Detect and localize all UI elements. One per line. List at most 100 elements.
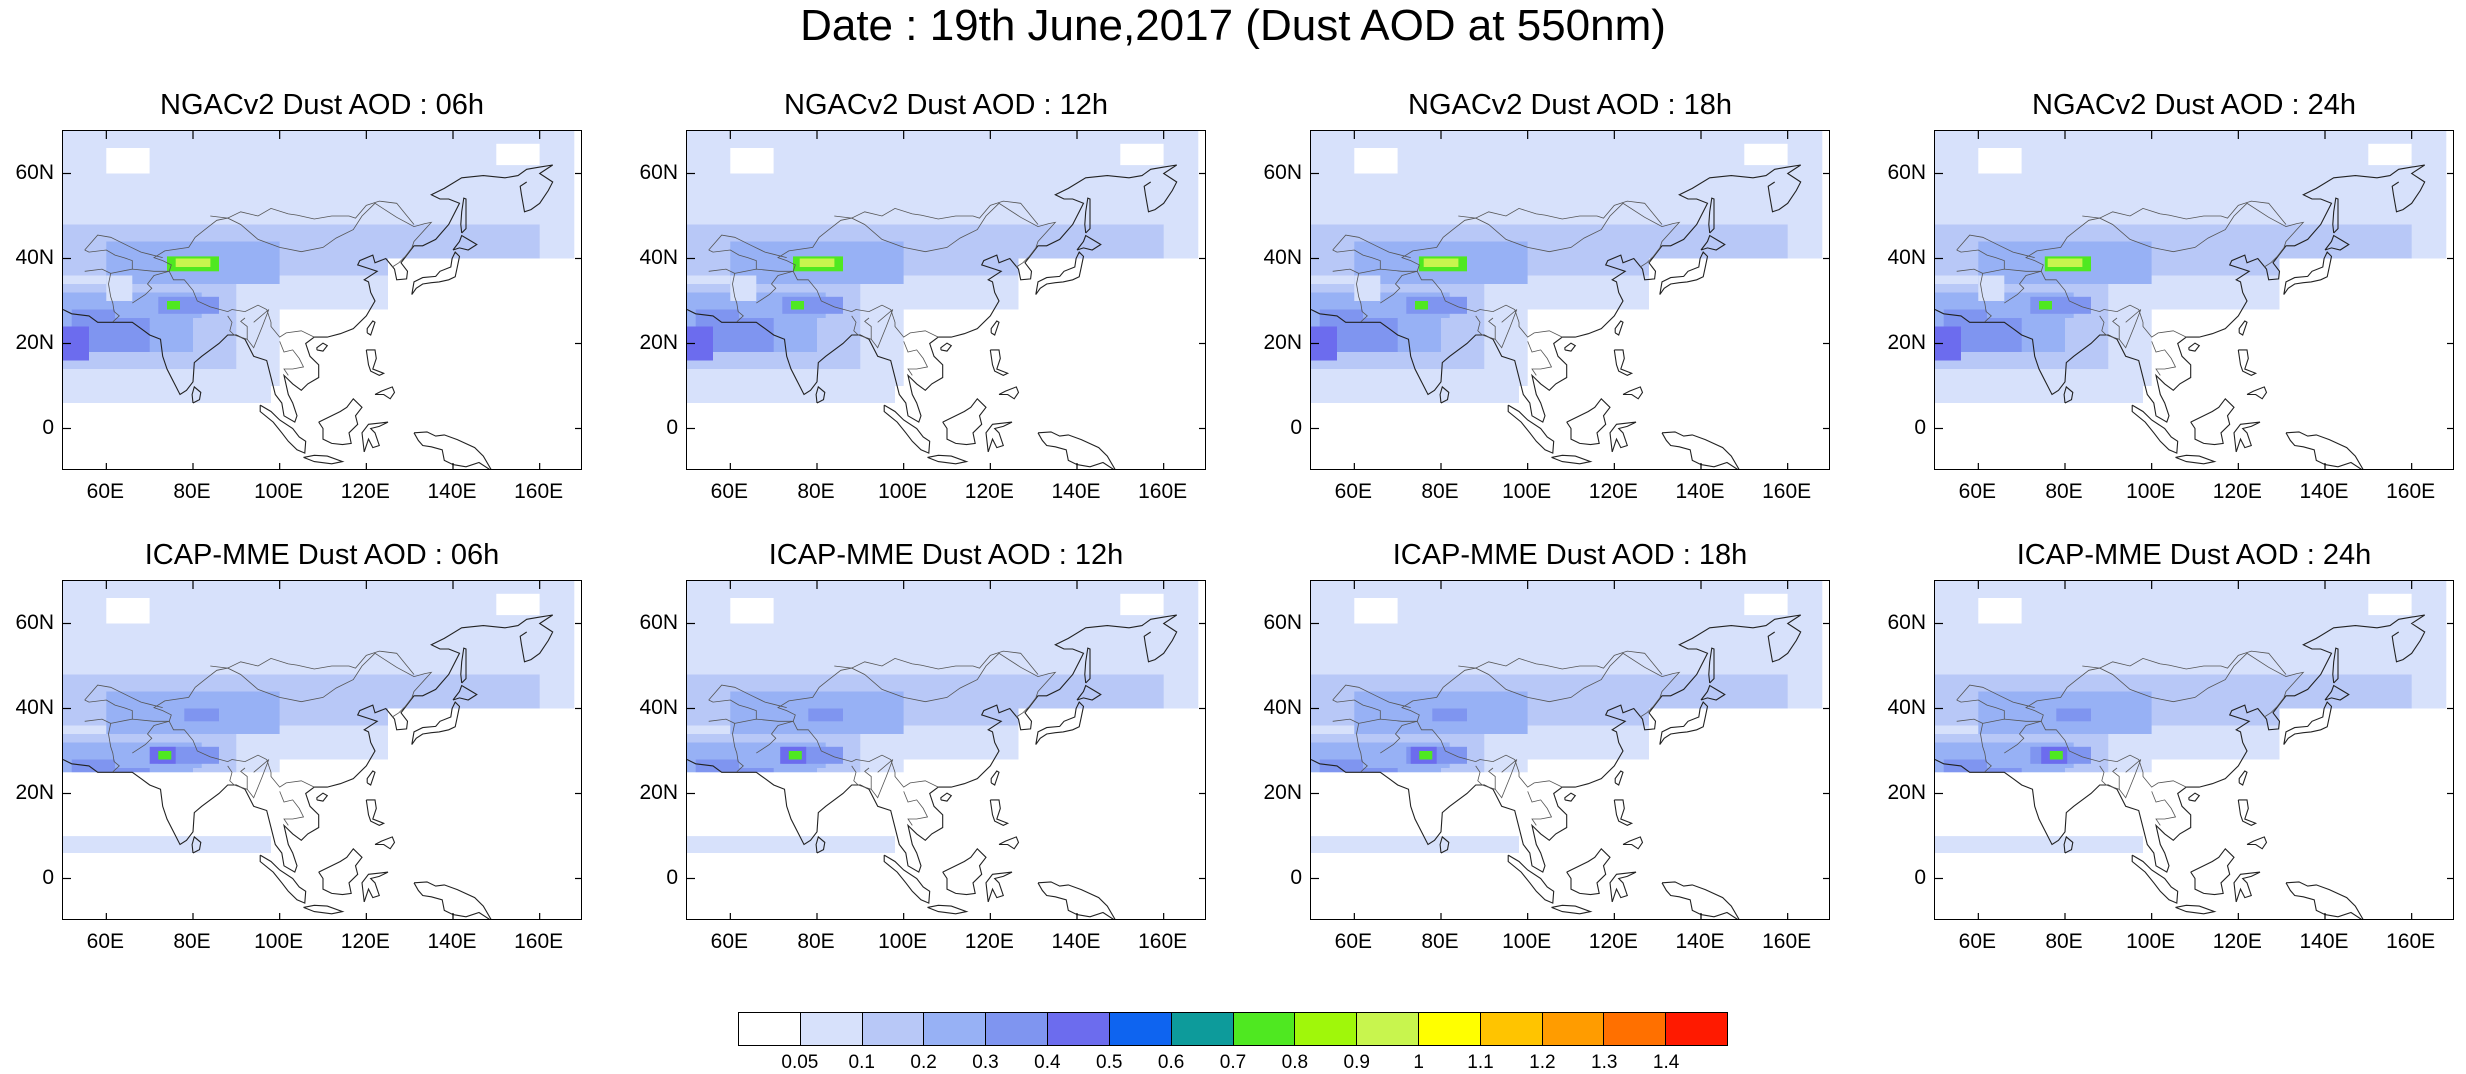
country-border [392, 697, 413, 718]
country-border [279, 341, 305, 376]
country-border [851, 765, 872, 790]
aod-shading-cell [279, 309, 581, 469]
country-border [1358, 652, 1681, 724]
country-border [84, 684, 163, 708]
coastline [1613, 349, 1634, 377]
aod-shading-cell [388, 708, 581, 768]
country-border [246, 309, 270, 349]
map-panel-ngacv2-24h: NGACv2 Dust AOD : 24h 60N 40N 20N 0 60E 80E 100… [1887, 88, 2454, 558]
colorbar-tick-label: 1.1 [1467, 1052, 1494, 1073]
lon-tick-label: 60E [86, 930, 125, 953]
aod-shading-cell [2151, 759, 2453, 919]
aod-shading-cell [106, 275, 133, 301]
aod-shading-cell [1744, 143, 1788, 166]
lat-tick-label: 0 [42, 865, 54, 889]
map-plot-area [686, 130, 1206, 470]
lon-tick-label: 140E [1675, 480, 1725, 503]
coastline [1661, 431, 1740, 469]
coastline [940, 342, 953, 352]
country-border [1358, 202, 1681, 274]
country-border [227, 765, 248, 790]
lat-tick-label: 20N [639, 330, 678, 354]
coastline [411, 251, 461, 295]
country-border [1640, 247, 1661, 268]
aod-shading-cell [1018, 708, 1205, 768]
coastline [989, 799, 1010, 827]
lat-tick-label: 20N [1887, 330, 1926, 354]
coastline [1035, 701, 1085, 745]
lat-tick-label: 0 [1914, 415, 1926, 439]
country-border [210, 650, 415, 675]
coastline [990, 770, 1000, 786]
country-border [708, 234, 787, 258]
coastline [365, 349, 386, 377]
map-panel-icap-mme-24h: ICAP-MME Dust AOD : 24h 60N 40N 20N 0 60E 80E 1… [1887, 538, 2454, 1008]
colorbar-swatch [986, 1013, 1049, 1045]
aod-shading-cell [2049, 751, 2063, 760]
aod-shading-cell [1432, 708, 1467, 722]
country-border [1527, 341, 1553, 376]
coastline [316, 342, 329, 352]
coastline [2237, 349, 2258, 377]
map-plot-area [1310, 130, 1830, 470]
coastline [460, 647, 467, 684]
coastline [2190, 847, 2235, 896]
country-border [1416, 271, 1563, 338]
country-border [84, 249, 133, 270]
lon-tick-label: 100E [1502, 480, 1552, 503]
coastline [191, 835, 202, 854]
colorbar-swatch [1171, 1013, 1234, 1045]
map-plot-area [1934, 130, 2454, 470]
coastline [1935, 614, 2426, 873]
country-border [1982, 202, 2305, 274]
aod-shading-cell [2056, 708, 2091, 722]
country-border [756, 720, 794, 754]
lon-tick-label: 80E [2045, 480, 2083, 503]
lon-tick-label: 100E [878, 930, 928, 953]
aod-shading-cell [2039, 301, 2052, 310]
coastline [940, 792, 953, 802]
coastline [2283, 701, 2333, 745]
aod-shading-cell [279, 759, 581, 919]
colorbar-swatch [1542, 1013, 1605, 1045]
coastline [361, 421, 389, 453]
lat-tick-label: 40N [1887, 245, 1926, 269]
country-border [792, 271, 939, 338]
aod-shading-cell [175, 258, 211, 267]
country-border [1982, 652, 2305, 724]
aod-shading-cell [1419, 751, 1433, 760]
country-border [1640, 697, 1661, 718]
lat-tick-label: 40N [15, 695, 54, 719]
coastline [1035, 251, 1085, 295]
country-border [132, 270, 170, 304]
colorbar-tick-label: 0.9 [1343, 1052, 1370, 1073]
aod-shading-cell [158, 751, 172, 760]
dust-aod-map [63, 581, 581, 919]
country-border [2151, 341, 2177, 376]
lon-tick-label: 120E [964, 480, 1014, 503]
map-plot-area [1310, 580, 1830, 920]
lat-tick-label: 0 [1290, 415, 1302, 439]
map-plot-area [62, 580, 582, 920]
aod-shading-cell [1120, 143, 1164, 166]
country-border [210, 200, 415, 225]
aod-shading-cell [167, 301, 180, 310]
coastline [374, 836, 396, 850]
coastline [374, 386, 396, 400]
lon-tick-label: 100E [2126, 930, 2176, 953]
country-border [870, 759, 894, 799]
coastline [985, 871, 1013, 903]
lon-tick-label: 100E [254, 480, 304, 503]
coastline [1935, 164, 2426, 423]
country-border [734, 202, 1057, 274]
lat-tick-label: 20N [1887, 780, 1926, 804]
lon-tick-label: 60E [1958, 930, 1997, 953]
coastline [2283, 251, 2333, 295]
lon-tick-label: 80E [173, 480, 211, 503]
panel-title: ICAP-MME Dust AOD : 24h [2016, 539, 2372, 571]
country-border [708, 718, 744, 773]
dust-aod-map [1935, 581, 2453, 919]
country-border [1016, 247, 1037, 268]
aod-colorbar [738, 1012, 1728, 1046]
aod-shading-cell [1744, 593, 1788, 616]
